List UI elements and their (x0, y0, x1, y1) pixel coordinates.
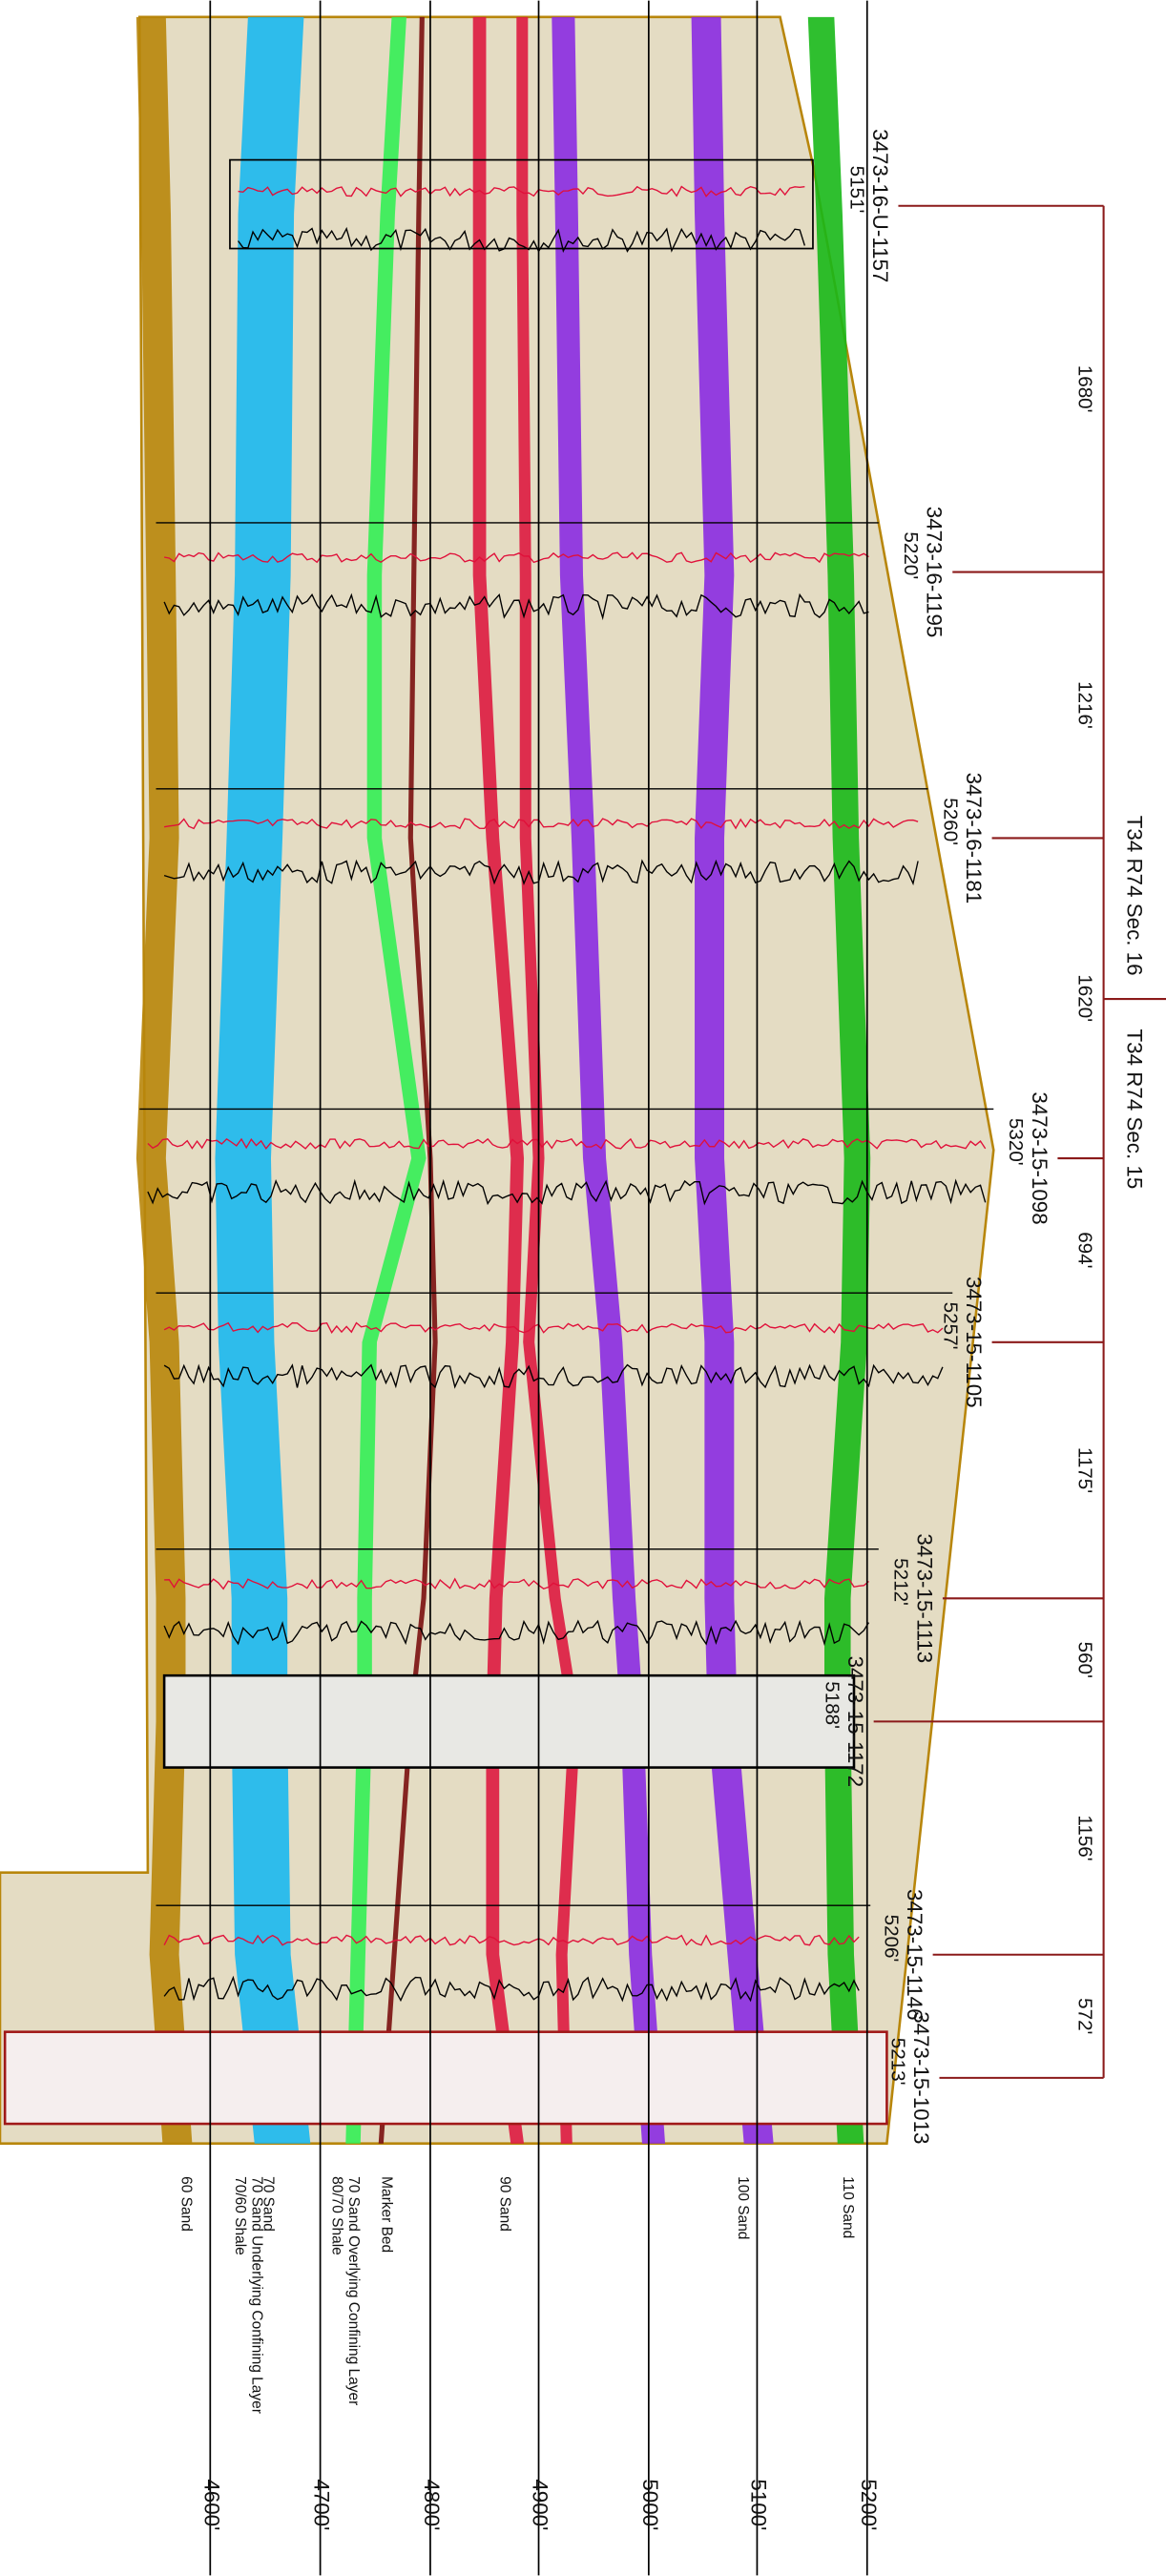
formation-label: 70/60 Shale (232, 2176, 248, 2255)
formation-band (378, 16, 438, 2144)
log-curve (163, 1934, 860, 1946)
well-name: 3473-15-1105 (962, 1277, 986, 1408)
formation-band (516, 16, 581, 2144)
well-elevation: 5320' (1005, 1118, 1027, 1166)
formation-band (215, 16, 311, 2144)
formation-label: 60 Sand (177, 2176, 194, 2232)
formation-band (135, 16, 193, 2144)
distance-label: 1175' (1073, 1447, 1095, 1493)
distance-label: 572' (1073, 1998, 1095, 2034)
depth-label: 4800' (420, 2479, 444, 2530)
distance-label: 1216' (1073, 681, 1095, 729)
log-curve (163, 1975, 860, 2003)
well-elevation: 5188' (821, 1681, 843, 1729)
formation-band (345, 16, 427, 2144)
log-curve (163, 551, 869, 564)
well-elevation: 5151' (845, 166, 867, 214)
distance-label: 560' (1073, 1642, 1095, 1678)
log-curve (238, 185, 805, 197)
well-name: 3473-16-U-1157 (868, 129, 892, 282)
well-elevation: 5220' (900, 531, 922, 579)
depth-label: 5100' (747, 2479, 771, 2530)
distance-label: 1620' (1073, 974, 1095, 1022)
formation-band (691, 16, 774, 2144)
distance-label: 1680' (1073, 365, 1095, 413)
section-label: T34 R74 Sec. 15 (1123, 1028, 1147, 1189)
well-name: 3473-16-1195 (923, 507, 947, 638)
formation-label: 80/70 Shale (329, 2176, 345, 2255)
formation-label: 110 Sand (840, 2176, 856, 2238)
well-name: 3473-15-1146 (903, 1889, 927, 2021)
log-curve (163, 1363, 944, 1389)
log-curve (147, 1178, 987, 1206)
formation-label: 100 Sand (735, 2176, 751, 2239)
log-curve (238, 226, 806, 253)
log-image (3, 2030, 888, 2126)
depth-label: 4900' (529, 2479, 552, 2530)
log-curve (163, 1619, 870, 1647)
depth-label: 4600' (199, 2479, 223, 2530)
log-curve (163, 859, 919, 886)
log-curve (163, 592, 869, 621)
distance-label: 694' (1073, 1232, 1095, 1268)
formation-label: 70 Sand Overlying Confining Layer (345, 2176, 362, 2405)
log-image (162, 1673, 856, 1769)
distance-label: 1156' (1073, 1815, 1095, 1860)
log-curve (163, 1321, 944, 1334)
well-name: 3473-16-1181 (962, 773, 986, 904)
formation-label: Marker Bed (378, 2176, 394, 2253)
formation-band (472, 16, 525, 2144)
well-elevation: 5206' (880, 1915, 902, 1963)
well-elevation: 5260' (939, 798, 961, 845)
formation-label: 70 Sand Underlying Confining Layer (248, 2176, 264, 2414)
depth-label: 5200' (857, 2479, 881, 2530)
log-curve (147, 1137, 987, 1150)
formation-band (552, 16, 666, 2144)
depth-label: 5000' (638, 2479, 662, 2530)
formation-label: 70 Sand (260, 2176, 276, 2232)
log-curve (164, 1577, 869, 1590)
log-frame (229, 158, 814, 250)
formation-label: 90 Sand (496, 2176, 512, 2232)
well-name: 3473-15-1098 (1028, 1091, 1051, 1224)
well-name: 3473-15-1113 (912, 1533, 936, 1663)
log-curve (163, 818, 919, 830)
well-elevation: 5257' (939, 1302, 961, 1350)
well-elevation: 5213' (886, 2038, 908, 2086)
well-name: 3473-15-1013 (909, 2011, 933, 2144)
depth-label: 4700' (310, 2479, 334, 2530)
section-label: T34 R74 Sec. 16 (1123, 816, 1147, 976)
well-name: 3473-15-1172 (843, 1656, 867, 1788)
well-elevation: 5212' (890, 1558, 912, 1606)
